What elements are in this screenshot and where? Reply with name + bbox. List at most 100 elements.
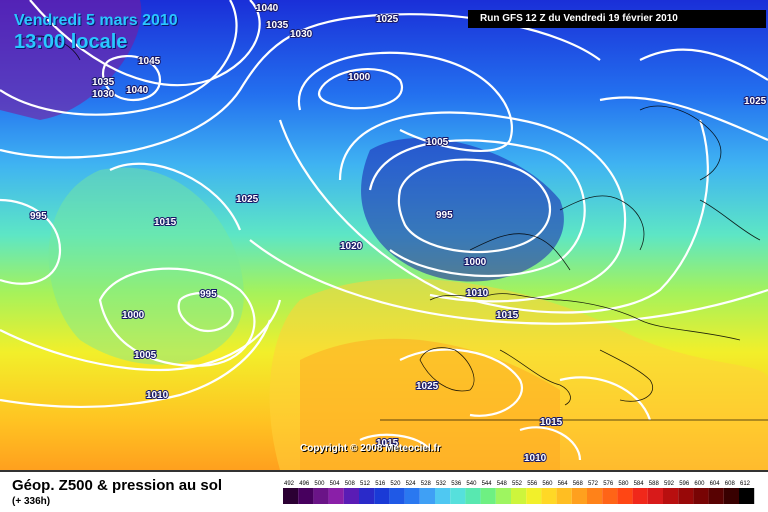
- isobar-label: 1000: [122, 310, 145, 321]
- isobar-label: 995: [200, 289, 217, 300]
- scale-color-swatch: [389, 488, 405, 504]
- scale-color-swatch: [313, 488, 329, 504]
- isobar-label: 1025: [236, 194, 259, 205]
- scale-tick-label: 548: [497, 481, 508, 487]
- scale-color-swatch: [526, 488, 542, 504]
- scale-color-swatch: [571, 488, 587, 504]
- scale-color-swatch: [647, 488, 663, 504]
- copyright-notice: Copyright © 2008 Meteociel.fr: [300, 443, 441, 454]
- scale-tick-label: 492: [284, 481, 295, 487]
- scale-tick-label: 528: [421, 481, 432, 487]
- isobar-label: 1000: [464, 257, 487, 268]
- scale-tick-label: 584: [634, 481, 645, 487]
- scale-tick-label: 496: [299, 481, 310, 487]
- isobar-label: 1010: [146, 390, 169, 401]
- scale-tick-label: 612: [740, 481, 751, 487]
- isobar-label: 1025: [376, 14, 399, 25]
- isobar-label: 1005: [426, 137, 449, 148]
- isobar-label: 1015: [376, 438, 399, 449]
- scale-color-swatch: [450, 488, 466, 504]
- isobar-label: 1015: [496, 310, 519, 321]
- scale-tick-label: 572: [588, 481, 599, 487]
- scale-tick-label: 580: [618, 481, 629, 487]
- scale-tick-label: 504: [330, 481, 341, 487]
- color-scale: 492 496 500 504 508 512 516 520 524 528 532 536 540 5…: [283, 478, 755, 511]
- isobar-label: 1005: [134, 350, 157, 361]
- isobar-label: 1010: [466, 288, 489, 299]
- scale-color-swatch: [708, 488, 724, 504]
- scale-color-swatch: [693, 488, 709, 504]
- scale-color-swatch: [435, 488, 451, 504]
- isobar-label: 1020: [340, 241, 363, 252]
- isobar-label: 1035: [266, 20, 289, 31]
- scale-color-swatch: [359, 488, 375, 504]
- scale-color-swatch: [541, 488, 557, 504]
- scale-color-swatch: [465, 488, 481, 504]
- isobar-label: 1040: [126, 85, 149, 96]
- isobar-label: 1030: [290, 29, 313, 40]
- scale-tick-label: 532: [436, 481, 447, 487]
- isobar-label: 1015: [154, 217, 177, 228]
- scale-tick-label: 516: [375, 481, 386, 487]
- isobar-label: 1030: [92, 89, 115, 100]
- green-tongue: [48, 167, 244, 365]
- scale-color-swatch: [328, 488, 344, 504]
- legend-title: Géop. Z500 & pression au sol: [12, 477, 223, 494]
- scale-color-swatch: [419, 488, 435, 504]
- scale-tick-label: 536: [451, 481, 462, 487]
- scale-color-swatch: [723, 488, 739, 504]
- scale-tick-label: 544: [482, 481, 493, 487]
- scale-tick-label: 508: [345, 481, 356, 487]
- scale-color-swatch: [739, 488, 755, 504]
- scale-tick-label: 556: [527, 481, 538, 487]
- scale-tick-label: 600: [694, 481, 705, 487]
- scale-color-swatch: [663, 488, 679, 504]
- isobar-label: 1040: [256, 3, 279, 14]
- isobar-label: 1010: [524, 453, 547, 464]
- scale-color-swatch: [298, 488, 314, 504]
- scale-tick-label: 592: [664, 481, 675, 487]
- scale-tick-label: 608: [725, 481, 736, 487]
- scale-color-swatch: [343, 488, 359, 504]
- scale-color-swatch: [283, 488, 299, 504]
- scale-color-swatch: [678, 488, 694, 504]
- scale-color-swatch: [602, 488, 618, 504]
- scale-tick-label: 560: [542, 481, 553, 487]
- isobar-label: 1035: [92, 77, 115, 88]
- scale-color-swatch: [480, 488, 496, 504]
- scale-tick-label: 524: [406, 481, 417, 487]
- isobar-label: 995: [436, 210, 453, 221]
- forecast-datetime: Vendredi 5 mars 2010 13:00 locale: [14, 12, 178, 54]
- scale-tick-label: 520: [390, 481, 401, 487]
- scale-color-swatch: [404, 488, 420, 504]
- scale-tick-label: 576: [603, 481, 614, 487]
- scale-tick-label: 564: [558, 481, 569, 487]
- isobar-labels: 1040 1035 1030 1025 1045 1035 1040 1030 …: [29, 2, 768, 465]
- isobar-label: 1025: [744, 96, 767, 107]
- scale-color-swatch: [374, 488, 390, 504]
- scale-color-swatch: [632, 488, 648, 504]
- isobar-label: 1000: [348, 72, 371, 83]
- scale-color-swatch: [511, 488, 527, 504]
- forecast-date: Vendredi 5 mars 2010: [14, 12, 178, 29]
- scale-tick-label: 588: [649, 481, 660, 487]
- weather-map: 1040 1035 1030 1025 1045 1035 1040 1030 …: [0, 0, 768, 470]
- scale-tick-label: 596: [679, 481, 690, 487]
- isobar-label: 1045: [138, 56, 161, 67]
- scale-color-swatch: [556, 488, 572, 504]
- scale-tick-label: 568: [573, 481, 584, 487]
- scale-tick-label: 500: [314, 481, 325, 487]
- scale-color-swatch: [495, 488, 511, 504]
- scale-color-swatch: [587, 488, 603, 504]
- scale-tick-label: 512: [360, 481, 371, 487]
- scale-color-swatch: [617, 488, 633, 504]
- coastlines: [19, 35, 768, 421]
- scale-tick-label: 604: [710, 481, 721, 487]
- isobar-label: 1015: [540, 417, 563, 428]
- scale-tick-label: 552: [512, 481, 523, 487]
- run-info-banner: Run GFS 12 Z du Vendredi 19 février 2010: [468, 10, 766, 28]
- scale-tick-label: 540: [466, 481, 477, 487]
- legend-subtitle: (+ 336h): [12, 496, 51, 507]
- polar-low-purple: [0, 0, 142, 120]
- isobar-label: 995: [30, 211, 47, 222]
